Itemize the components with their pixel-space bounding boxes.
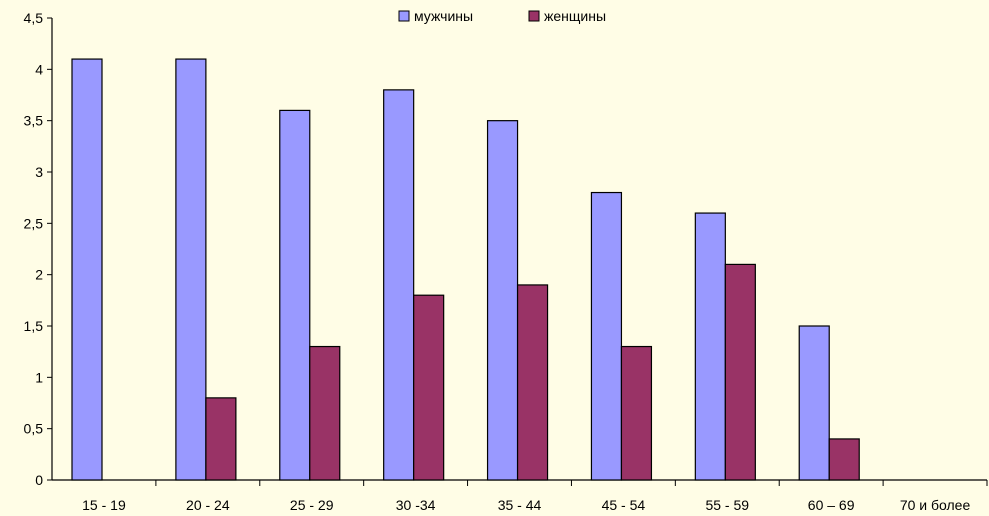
legend-swatch-men	[398, 10, 410, 22]
y-tick-label: 3,5	[24, 113, 44, 129]
bar-men	[71, 58, 103, 481]
y-tick-label: 0,5	[24, 421, 44, 437]
bar-men	[175, 58, 207, 481]
y-tick-label: 4,5	[24, 10, 44, 26]
y-tick-label: 2	[35, 267, 43, 283]
y-tick-label: 4	[35, 61, 43, 77]
bar-women	[724, 263, 756, 481]
bar-women	[205, 397, 237, 481]
bar-women	[309, 345, 341, 481]
x-tick-label: 45 - 54	[602, 497, 646, 513]
legend-label-men: мужчины	[414, 8, 473, 24]
bar-women	[620, 345, 653, 481]
bar-men	[798, 325, 830, 481]
x-tick-label: 60 – 69	[808, 497, 855, 513]
legend-swatch-women	[528, 10, 540, 22]
bar-women	[516, 284, 549, 481]
y-tick-label: 1	[35, 369, 43, 385]
x-tick-label: 15 - 19	[82, 497, 126, 513]
bar-men	[694, 212, 726, 481]
plot-area: 0 0,5 1 1,5 2 2,5 3 3,5 4 4,5 15 - 19 20 - 24 25 - 2…	[24, 10, 988, 513]
bar-men	[383, 89, 415, 481]
x-tick-label: 30 -34	[396, 497, 436, 513]
bar-men	[590, 191, 623, 481]
bar-women	[413, 294, 445, 481]
legend: мужчины женщины	[398, 8, 606, 24]
y-tick-label: 1,5	[24, 318, 44, 334]
y-tick-label: 3	[35, 164, 43, 180]
x-tick-label: 55 - 59	[705, 497, 749, 513]
bar-men	[486, 120, 519, 481]
x-tick-label: 70 и более	[900, 497, 971, 513]
y-tick-label: 0	[35, 472, 43, 488]
x-tick-label: 25 - 29	[290, 497, 334, 513]
legend-label-women: женщины	[544, 8, 606, 24]
x-tick-label: 20 - 24	[186, 497, 230, 513]
bar-women	[828, 438, 860, 481]
y-tick-label: 2,5	[24, 215, 44, 231]
bar-men	[279, 109, 311, 481]
x-tick-label: 35 - 44	[498, 497, 542, 513]
